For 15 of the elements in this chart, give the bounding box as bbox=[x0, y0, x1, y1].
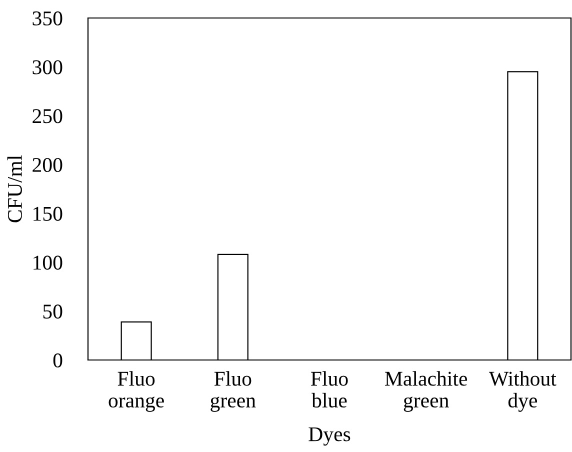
y-tick-label: 250 bbox=[32, 109, 62, 124]
x-tick-label: Fluo green bbox=[210, 371, 256, 412]
y-tick-label: 50 bbox=[43, 304, 62, 319]
y-tick-label: 0 bbox=[53, 353, 62, 368]
x-tick-label: Fluo orange bbox=[108, 371, 164, 412]
x-tick-label: Without dye bbox=[488, 371, 556, 412]
y-tick-label: 150 bbox=[34, 206, 62, 221]
y-tick-label: 350 bbox=[32, 11, 62, 26]
x-tick-label: Malachite green bbox=[385, 371, 468, 412]
x-tick-label: Fluo blue bbox=[310, 371, 348, 408]
y-tick-label: 100 bbox=[34, 256, 62, 270]
y-tick-label: 200 bbox=[32, 158, 62, 172]
y-axis-title: CFU/ml bbox=[7, 155, 22, 222]
x-axis-title: Dyes bbox=[308, 427, 350, 446]
y-tick-label: 300 bbox=[32, 60, 62, 74]
